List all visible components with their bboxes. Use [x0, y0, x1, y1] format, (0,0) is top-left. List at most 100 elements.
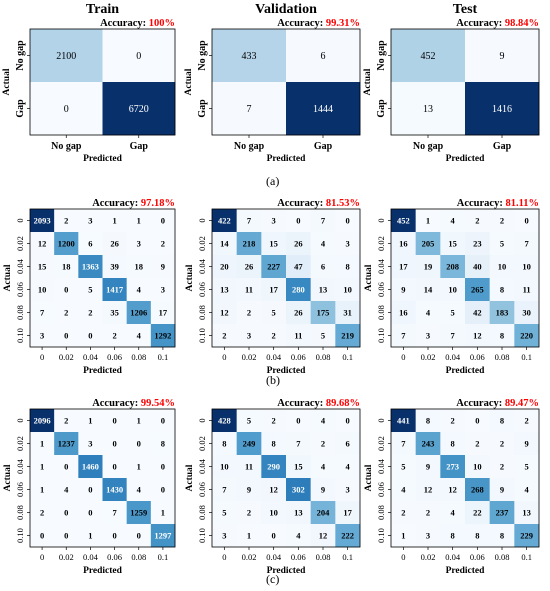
cell-value: 3	[346, 484, 350, 494]
matrix-cell	[286, 478, 311, 502]
matrix-cell	[489, 301, 515, 325]
matrix-cell	[126, 478, 152, 502]
matrix-cell	[212, 209, 237, 233]
y-axis-label: Actual	[363, 68, 373, 95]
matrix-cell	[126, 501, 152, 525]
panel-label-c: (c)	[266, 572, 280, 586]
cell-value: 1	[161, 507, 165, 517]
cell-value: 1200	[58, 238, 75, 248]
accuracy-text: Accuracy: 81.11%	[457, 198, 539, 209]
y-tick-label: Gap	[15, 99, 26, 118]
matrix-cell	[126, 232, 152, 256]
matrix-cell	[415, 524, 441, 548]
cell-value: 6	[346, 438, 350, 448]
y-axis-label: Actual	[185, 464, 195, 491]
cell-value: 2	[525, 415, 529, 425]
matrix-cell	[30, 209, 55, 233]
matrix-cell	[335, 478, 361, 502]
cell-value: 8	[426, 415, 430, 425]
matrix-cell	[310, 209, 336, 233]
y-tick-label: 0.04	[197, 258, 207, 274]
cell-value: 1	[88, 415, 92, 425]
cell-value: 0	[64, 284, 68, 294]
matrix-cell	[126, 324, 152, 348]
matrix-cell	[30, 324, 55, 348]
cell-value: 8	[272, 438, 276, 448]
cell-value: 12	[424, 484, 433, 494]
cell-value: 2	[500, 461, 504, 471]
cell-value: 0	[88, 507, 92, 517]
accuracy-label: Accuracy:	[100, 18, 149, 29]
cell-value: 8	[500, 530, 504, 540]
matrix-cell	[514, 409, 540, 433]
cell-value: 2	[272, 330, 276, 340]
matrix-cell	[514, 209, 540, 233]
matrix-cell	[102, 455, 127, 479]
matrix-cell	[514, 232, 540, 256]
cell-value: 1	[40, 484, 44, 494]
matrix-cell	[102, 432, 127, 456]
cell-value: 2	[64, 415, 68, 425]
x-tick-label: 0.08	[316, 552, 331, 562]
matrix-cell	[54, 409, 79, 433]
matrix-cell	[465, 82, 540, 136]
matrix-cell	[126, 278, 152, 302]
matrix-cell	[465, 209, 490, 233]
y-axis-label: Actual	[184, 68, 194, 95]
cell-value: 1416	[492, 104, 512, 115]
cell-value: 3	[426, 330, 430, 340]
y-axis-label: Actual	[364, 464, 374, 491]
matrix-cell	[335, 209, 361, 233]
x-axis-label: Predicted	[83, 154, 123, 164]
matrix-border	[390, 208, 540, 348]
matrix-cell	[440, 255, 466, 279]
cell-value: 229	[520, 530, 533, 540]
matrix-cell	[335, 409, 361, 433]
matrix-cell	[30, 82, 103, 136]
matrix-cell	[335, 278, 361, 302]
x-tick-label: 0.1	[521, 352, 532, 362]
cell-value: 1430	[106, 484, 123, 494]
matrix-cell	[391, 301, 416, 325]
cell-value: 1237	[58, 438, 76, 448]
x-tick-label: 0.1	[342, 352, 353, 362]
matrix-cell	[391, 524, 416, 548]
y-tick-label: No gap	[15, 40, 26, 71]
matrix-cell	[489, 209, 515, 233]
x-tick-label: 0.1	[342, 552, 353, 562]
matrix-border	[29, 208, 176, 348]
cell-value: 18	[135, 261, 144, 271]
cell-value: 2	[451, 415, 455, 425]
cell-value: 9	[500, 484, 504, 494]
cell-value: 2	[64, 307, 68, 317]
cell-value: 4	[296, 530, 301, 540]
matrix-cell	[286, 209, 311, 233]
x-tick-label: 0.1	[521, 552, 532, 562]
matrix-cell	[286, 501, 311, 525]
confusion-matrix-4: Accuracy: 97.18%2093 2 3 1 1 012 1200 6 26 3 215 18…	[3, 198, 176, 376]
matrix-cell	[78, 409, 103, 433]
cell-value: 222	[341, 530, 354, 540]
cell-value: 10	[343, 284, 352, 294]
cell-value: 183	[496, 307, 509, 317]
cell-value: 47	[294, 261, 303, 271]
matrix-cell	[236, 232, 262, 256]
cell-value: 0	[272, 530, 276, 540]
cell-value: 0	[88, 330, 92, 340]
cell-value: 7	[401, 438, 406, 448]
cell-value: 7	[401, 330, 406, 340]
y-tick-label: 0	[376, 418, 386, 422]
chart-title: Train	[86, 2, 119, 17]
matrix-cell	[489, 409, 515, 433]
matrix-border	[29, 408, 176, 548]
y-axis-label: Actual	[2, 68, 12, 95]
x-axis-label: Predicted	[446, 154, 486, 164]
accuracy-value: 81.53%	[326, 198, 360, 209]
matrix-cell	[78, 432, 103, 456]
y-tick-label: No gap	[197, 40, 208, 71]
matrix-cell	[440, 278, 466, 302]
cell-value: 10	[473, 461, 482, 471]
x-axis-label: Predicted	[267, 566, 307, 576]
cell-value: 13	[319, 284, 328, 294]
matrix-cell	[102, 29, 176, 83]
